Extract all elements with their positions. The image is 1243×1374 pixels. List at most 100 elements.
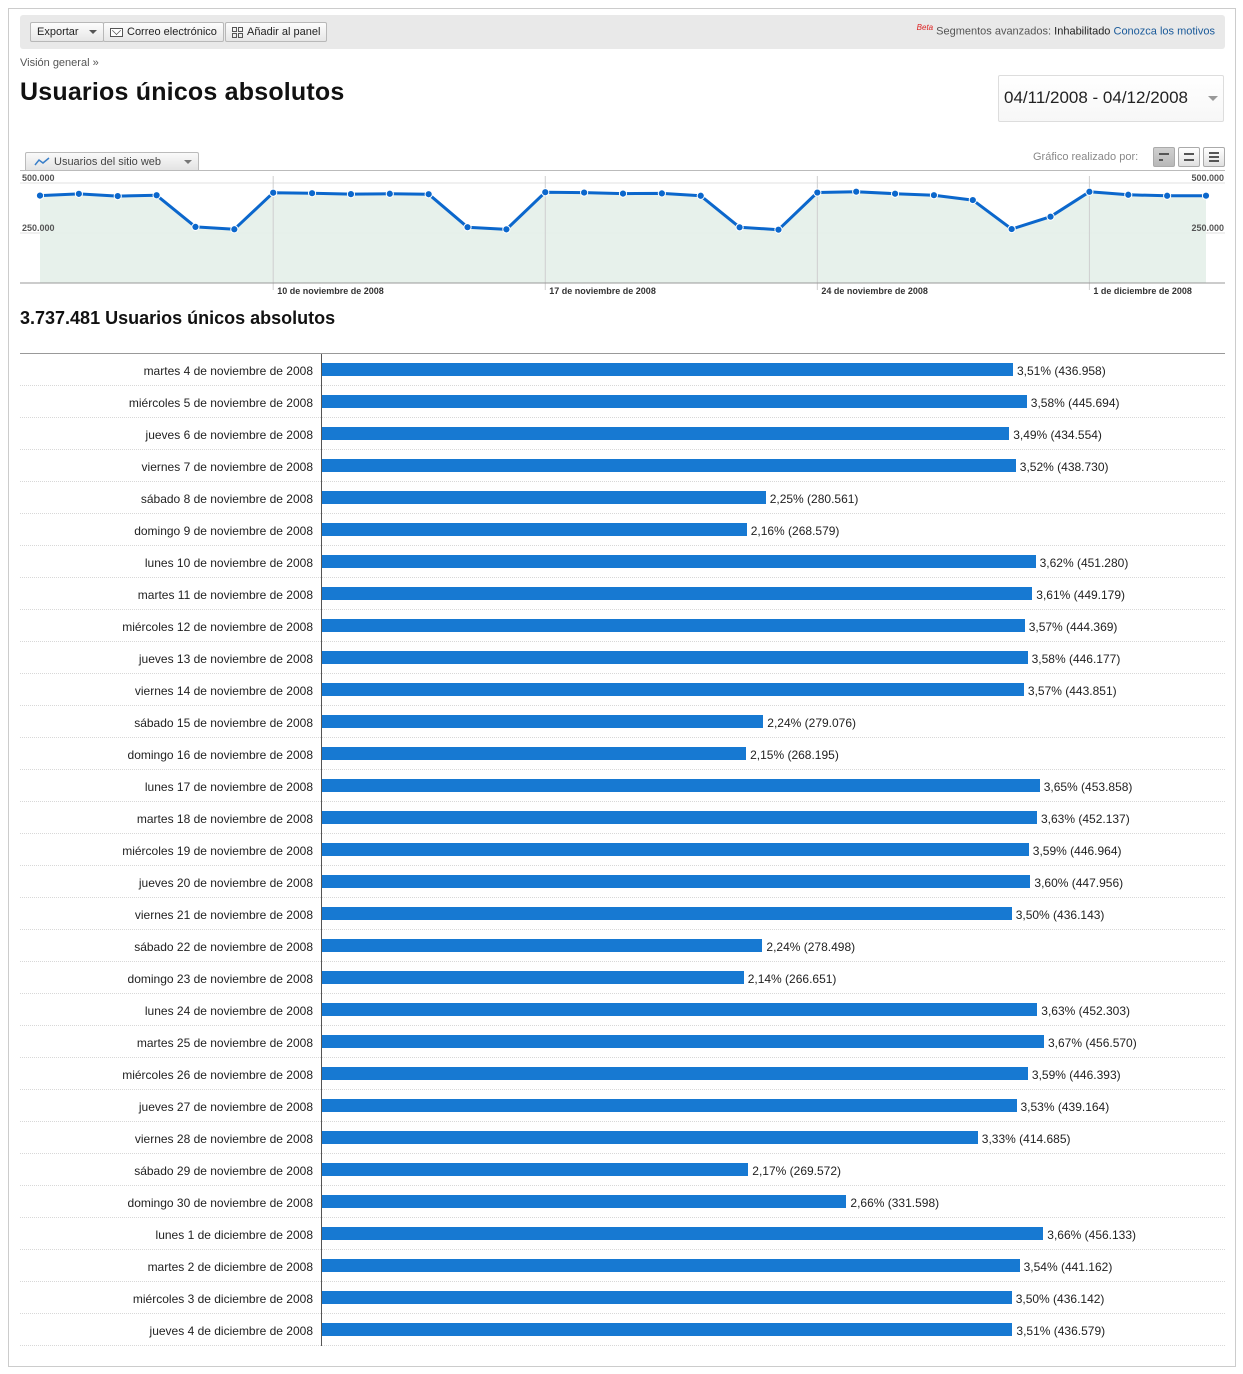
chevron-down-icon — [1208, 96, 1218, 101]
row-date-label: miércoles 26 de noviembre de 2008 — [122, 1068, 313, 1082]
row-bar — [322, 715, 764, 728]
table-row: miércoles 3 de diciembre de 2008 3,50% (4… — [20, 1282, 1225, 1314]
graph-by-week-button[interactable] — [1178, 147, 1200, 167]
email-button[interactable]: Correo electrónico — [103, 22, 224, 42]
row-bar — [322, 1227, 1044, 1240]
chevron-down-icon — [184, 160, 192, 164]
table-row: lunes 1 de diciembre de 2008 3,66% (456.1… — [20, 1218, 1225, 1250]
row-bar — [322, 619, 1025, 632]
beta-badge: Beta — [916, 23, 934, 32]
row-bar — [322, 1195, 847, 1208]
row-date-label: sábado 15 de noviembre de 2008 — [134, 716, 313, 730]
data-point — [968, 195, 977, 205]
row-bar — [322, 875, 1031, 888]
data-point — [1007, 224, 1016, 234]
data-point — [696, 191, 705, 200]
data-point — [269, 188, 278, 197]
row-date-label: martes 2 de diciembre de 2008 — [147, 1260, 313, 1274]
table-row: viernes 7 de noviembre de 2008 3,52% (438… — [20, 450, 1225, 482]
graph-by-month-button[interactable] — [1203, 147, 1225, 167]
graph-metric-selector[interactable]: Usuarios del sitio web — [25, 152, 199, 170]
row-value: 3,59% (446.964) — [1032, 844, 1122, 858]
row-bar — [322, 907, 1012, 920]
row-value: 3,53% (439.164) — [1020, 1100, 1110, 1114]
table-row: miércoles 26 de noviembre de 2008 3,59% (… — [20, 1058, 1225, 1090]
table-row: viernes 28 de noviembre de 2008 3,33% (41… — [20, 1122, 1225, 1154]
line-chart: 250.000 250.000 500.000 500.000 10 de noviem… — [20, 173, 1225, 296]
x-tick-label: 10 de noviembre de 2008 — [277, 286, 384, 296]
row-bar — [322, 459, 1016, 472]
row-date-label: jueves 20 de noviembre de 2008 — [138, 876, 313, 890]
date-range-picker[interactable]: 04/11/2008 - 04/12/2008 — [998, 75, 1224, 122]
y-tick-label-left: 500.000 — [22, 173, 55, 183]
data-point — [424, 190, 433, 199]
row-value: 2,17% (269.572) — [752, 1164, 842, 1178]
y-tick-label-right: 250.000 — [1191, 223, 1224, 233]
learn-why-link[interactable]: Conozca los motivos — [1113, 25, 1216, 38]
line-chart-icon — [34, 157, 50, 166]
data-point — [813, 188, 822, 197]
row-value: 3,67% (456.570) — [1048, 1036, 1137, 1050]
row-value: 2,16% (268.579) — [750, 524, 840, 538]
row-date-label: viernes 14 de noviembre de 2008 — [134, 684, 313, 698]
row-value: 3,54% (441.162) — [1023, 1260, 1113, 1274]
table-row: miércoles 19 de noviembre de 2008 3,59% (… — [20, 834, 1225, 866]
row-value: 2,24% (278.498) — [766, 940, 856, 954]
table-row: miércoles 5 de noviembre de 2008 3,58% (4… — [20, 386, 1225, 418]
report-toolbar: Exportar Correo electrónico Añadir al pa… — [20, 15, 1225, 49]
row-value: 3,57% (443.851) — [1027, 684, 1117, 698]
row-bar — [322, 971, 744, 984]
row-value: 3,60% (447.956) — [1034, 876, 1124, 890]
bar-table: martes 4 de noviembre de 2008 3,51% (436.… — [20, 354, 1225, 1346]
row-value: 3,58% (445.694) — [1030, 396, 1120, 410]
row-bar — [322, 1099, 1017, 1112]
table-row: jueves 6 de noviembre de 2008 3,49% (434.… — [20, 418, 1225, 450]
row-date-label: lunes 10 de noviembre de 2008 — [144, 556, 313, 570]
table-row: domingo 16 de noviembre de 2008 2,15% (26… — [20, 738, 1225, 770]
row-bar — [322, 1003, 1038, 1016]
row-date-label: domingo 30 de noviembre de 2008 — [127, 1196, 313, 1210]
row-date-label: jueves 13 de noviembre de 2008 — [138, 652, 313, 666]
data-point — [346, 190, 356, 199]
data-point — [929, 191, 939, 200]
row-value: 3,50% (436.143) — [1015, 908, 1105, 922]
row-value: 3,59% (446.393) — [1031, 1068, 1121, 1082]
export-button[interactable]: Exportar — [30, 22, 104, 42]
breadcrumb[interactable]: Visión general » — [20, 57, 99, 69]
row-bar — [322, 779, 1040, 792]
row-value: 3,63% (452.137) — [1041, 812, 1130, 826]
data-point — [735, 223, 744, 232]
row-date-label: martes 18 de noviembre de 2008 — [136, 812, 313, 826]
data-point — [152, 191, 161, 200]
table-top-rule — [20, 353, 1225, 354]
row-value: 2,66% (331.598) — [850, 1196, 940, 1210]
dashboard-label: Añadir al panel — [247, 26, 321, 38]
data-point — [1046, 212, 1055, 221]
row-value: 3,57% (444.369) — [1028, 620, 1118, 634]
row-date-label: miércoles 12 de noviembre de 2008 — [122, 620, 313, 634]
row-date-label: domingo 9 de noviembre de 2008 — [134, 524, 313, 538]
row-bar — [322, 651, 1028, 664]
row-bar — [322, 523, 747, 536]
chevron-down-icon — [88, 30, 97, 34]
table-row: domingo 9 de noviembre de 2008 2,16% (268… — [20, 514, 1225, 546]
row-date-label: sábado 8 de noviembre de 2008 — [140, 492, 313, 506]
row-value: 3,58% (446.177) — [1031, 652, 1121, 666]
graph-by-day-button[interactable] — [1153, 147, 1175, 167]
table-row: martes 18 de noviembre de 2008 3,63% (452… — [20, 802, 1225, 834]
data-point — [113, 191, 122, 201]
data-point — [385, 189, 394, 198]
segments-label: Segmentos avanzados: — [936, 25, 1052, 38]
row-bar — [322, 843, 1029, 856]
area-fill — [40, 191, 1206, 283]
table-row: lunes 17 de noviembre de 2008 3,65% (453.… — [20, 770, 1225, 802]
table-row: miércoles 12 de noviembre de 2008 3,57% (… — [20, 610, 1225, 642]
row-bar — [322, 587, 1033, 600]
x-tick-label: 1 de diciembre de 2008 — [1093, 286, 1192, 296]
row-date-label: domingo 23 de noviembre de 2008 — [127, 972, 313, 986]
row-date-label: miércoles 19 de noviembre de 2008 — [122, 844, 313, 858]
add-to-dashboard-button[interactable]: Añadir al panel — [225, 22, 328, 42]
date-range-value: 04/11/2008 - 04/12/2008 — [1004, 88, 1189, 107]
row-value: 3,52% (438.730) — [1019, 460, 1109, 474]
total-users: 3.737.481 Usuarios únicos absolutos — [20, 308, 336, 328]
